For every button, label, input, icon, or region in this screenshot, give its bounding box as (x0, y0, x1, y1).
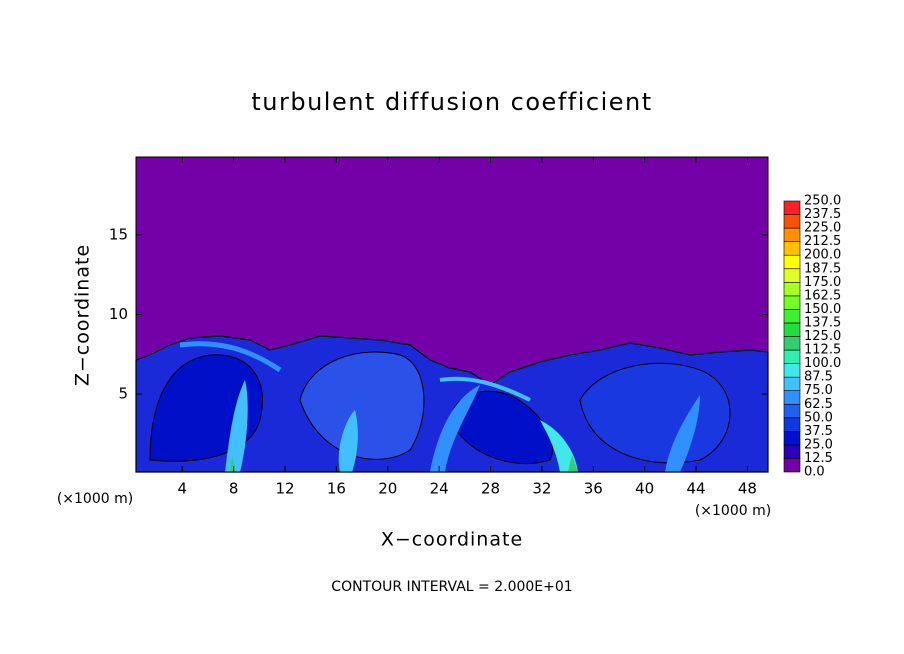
colorbar-swatch (783, 376, 801, 391)
field-layer (540, 420, 578, 472)
x-tick-label: 40 (635, 480, 654, 498)
y-tick-label: 5 (118, 385, 128, 403)
colorbar-label: 50.0 (804, 410, 833, 425)
colorbar-label: 137.5 (804, 315, 841, 330)
x-tick-label: 32 (532, 480, 551, 498)
colorbar-label: 200.0 (804, 248, 841, 263)
field (135, 157, 769, 473)
colorbar-swatch (783, 431, 801, 446)
field-layer (665, 395, 700, 472)
x-tick-label: 24 (430, 480, 449, 498)
colorbar-swatch (783, 309, 801, 324)
colorbar-swatch (783, 295, 801, 310)
y-axis-label: Z−coordinate (72, 244, 94, 386)
colorbar-swatch (783, 268, 801, 283)
x-tick-label: 44 (687, 480, 706, 498)
colorbar-label: 100.0 (804, 356, 841, 371)
x-tick-label: 8 (229, 480, 239, 498)
colorbar-label: 75.0 (804, 383, 833, 398)
colorbar-label: 125.0 (804, 329, 841, 344)
colorbar-swatch (783, 254, 801, 270)
colorbar-label: 212.5 (804, 234, 841, 249)
x-axis-label: X−coordinate (381, 529, 523, 551)
chart-title: turbulent diffusion coefficient (251, 88, 652, 116)
y-tick-label: 15 (109, 225, 128, 243)
colorbar-label: 187.5 (804, 261, 841, 276)
colorbar-swatch (783, 322, 801, 337)
colorbar-swatch (783, 363, 801, 378)
colorbar-swatch (783, 403, 801, 419)
colorbar-swatch (783, 241, 801, 256)
field-layer (430, 385, 480, 472)
colorbar-label: 250.0 (804, 194, 841, 209)
colorbar-swatch (783, 444, 801, 459)
x-tick-label: 4 (177, 480, 187, 498)
field-layer (225, 380, 248, 472)
colorbar-label: 225.0 (804, 221, 841, 236)
colorbar-swatch (783, 214, 801, 229)
x-tick-label: 12 (275, 480, 294, 498)
colorbar-swatch (783, 281, 801, 297)
colorbar-label: 112.5 (804, 343, 841, 358)
y-tick-label: 10 (109, 305, 128, 323)
field-layer (230, 455, 236, 472)
colorbar-label: 62.5 (804, 397, 833, 412)
colorbar-label: 175.0 (804, 275, 841, 290)
colorbar-label: 87.5 (804, 370, 833, 385)
colorbar-label: 25.0 (804, 437, 833, 452)
x-unit-label: (×1000 m) (695, 503, 771, 519)
footer-note: CONTOUR INTERVAL = 2.000E+01 (331, 579, 572, 595)
field-layer (179, 341, 282, 373)
colorbar-label: 162.5 (804, 288, 841, 303)
colorbar-label: 37.5 (804, 424, 833, 439)
x-tick-label: 48 (738, 480, 757, 498)
x-tick-label: 36 (584, 480, 603, 498)
field-layer (439, 376, 531, 402)
colorbar-swatch (783, 390, 801, 405)
x-tick-label: 20 (378, 480, 397, 498)
colorbar-swatch (783, 417, 801, 432)
field-layer (338, 410, 358, 472)
x-tick-label: 16 (327, 480, 346, 498)
colorbar-swatch (783, 336, 801, 351)
colorbar-label: 12.5 (804, 451, 833, 466)
x-unit-label: (×1000 m) (57, 491, 133, 507)
colorbar-label: 0.0 (804, 465, 825, 480)
field-layer (568, 455, 578, 472)
x-tick-label: 28 (481, 480, 500, 498)
colorbar-swatch (783, 200, 801, 215)
colorbar-swatch (783, 349, 801, 364)
colorbar-label: 237.5 (804, 207, 841, 222)
colorbar-swatch (783, 458, 801, 473)
colorbar-label: 150.0 (804, 302, 841, 317)
colorbar-swatch (783, 227, 801, 242)
